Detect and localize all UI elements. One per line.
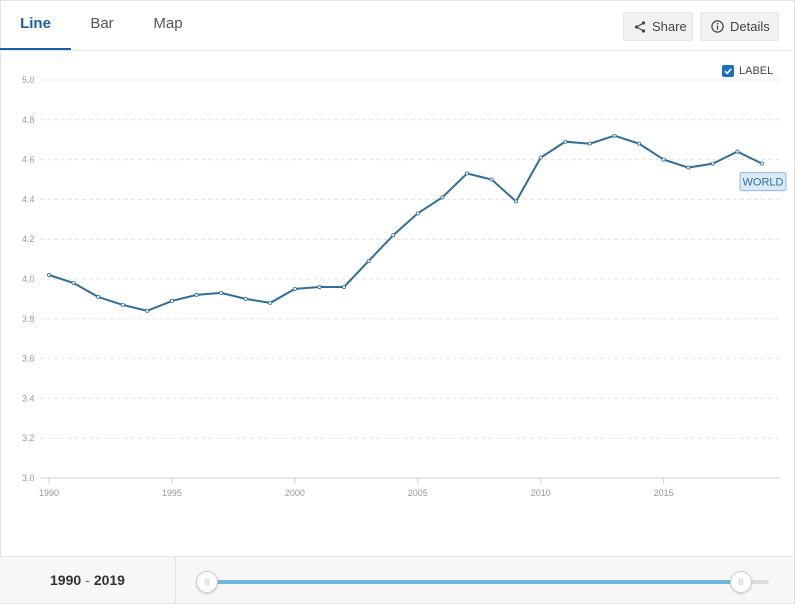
data-point <box>391 233 396 238</box>
data-point <box>612 133 617 138</box>
label-toggle[interactable]: LABEL <box>722 65 773 77</box>
slider-handle-start[interactable]: ||| <box>196 571 218 593</box>
label-checkbox[interactable] <box>722 65 734 77</box>
series-label-world: WORLD <box>743 177 784 189</box>
tab-map[interactable]: Map <box>153 15 183 32</box>
range-separator: - <box>85 572 90 588</box>
range-end: 2019 <box>93 572 125 588</box>
y-tick-label: 3.8 <box>22 314 35 324</box>
data-point <box>440 195 445 200</box>
info-icon <box>711 20 724 33</box>
series-points <box>47 133 765 313</box>
view-tabs: Line Bar Map Share Details <box>0 0 793 51</box>
details-label: Details <box>730 19 770 34</box>
data-point <box>96 294 101 299</box>
data-point <box>514 199 519 204</box>
slider-track-fill <box>207 580 741 584</box>
y-tick-label: 4.8 <box>22 115 35 125</box>
grip-icon: ||| <box>738 578 744 586</box>
range-display: 1990-2019 <box>0 557 176 603</box>
x-tick-label: 1990 <box>39 488 59 498</box>
data-point <box>489 177 494 182</box>
line-chart: 3.03.23.43.63.84.04.24.44.64.85.0 1990 19… <box>22 75 787 498</box>
y-tick-label: 3.6 <box>22 354 35 364</box>
data-point <box>686 165 691 170</box>
data-point <box>587 141 592 146</box>
y-tick-label: 4.0 <box>22 274 35 284</box>
y-tick-label: 4.6 <box>22 155 35 165</box>
grip-icon: ||| <box>204 578 210 586</box>
share-icon <box>634 20 646 33</box>
data-point <box>342 284 347 289</box>
data-point <box>243 296 248 301</box>
y-tick-label: 4.2 <box>22 234 35 244</box>
data-point <box>47 273 52 278</box>
series-end-label: WORLD <box>739 172 787 192</box>
chart-grid <box>40 79 780 479</box>
data-point <box>366 259 371 264</box>
x-tick-label: 1995 <box>162 488 182 498</box>
time-range-bar: 1990-2019 ||| ||| <box>0 556 793 603</box>
data-point <box>169 298 174 303</box>
data-point <box>415 211 420 216</box>
data-point <box>710 161 715 166</box>
tab-bar[interactable]: Bar <box>90 15 114 32</box>
x-tick-label: 2000 <box>285 488 305 498</box>
data-point <box>71 280 76 285</box>
y-tick-label: 3.2 <box>22 433 35 443</box>
data-point <box>538 155 543 160</box>
data-point <box>219 290 224 295</box>
data-point <box>735 149 740 154</box>
data-point <box>292 286 297 291</box>
data-point <box>120 302 125 307</box>
y-tick-label: 4.4 <box>22 194 35 204</box>
data-point <box>317 284 322 289</box>
label-toggle-text: LABEL <box>739 65 774 77</box>
data-point <box>760 161 765 166</box>
x-tick-label: 2010 <box>531 488 551 498</box>
share-label: Share <box>652 19 687 34</box>
x-tick-label: 2005 <box>408 488 428 498</box>
data-point <box>661 157 666 162</box>
y-tick-label: 3.0 <box>22 473 35 483</box>
range-start: 1990 <box>50 572 82 588</box>
slider-handle-end[interactable]: ||| <box>730 571 752 593</box>
series-line-world <box>48 134 763 312</box>
data-point <box>268 300 273 305</box>
x-axis: 1990 1995 2000 2005 2010 2015 <box>39 478 674 498</box>
details-button[interactable]: Details <box>700 12 779 41</box>
share-button[interactable]: Share <box>623 12 693 41</box>
y-axis-labels: 3.0 3.2 3.4 3.6 3.8 4.0 4.2 4.4 4.6 4.8 5.0 <box>22 75 35 483</box>
data-point <box>145 308 150 313</box>
y-tick-label: 3.4 <box>22 393 35 403</box>
data-point <box>464 171 469 176</box>
tab-line[interactable]: Line <box>0 0 71 50</box>
y-tick-label: 5.0 <box>22 75 35 85</box>
data-point <box>637 141 642 146</box>
x-tick-label: 2015 <box>654 488 674 498</box>
data-point <box>194 292 199 297</box>
checkmark-icon <box>724 68 732 75</box>
data-point <box>563 139 568 144</box>
